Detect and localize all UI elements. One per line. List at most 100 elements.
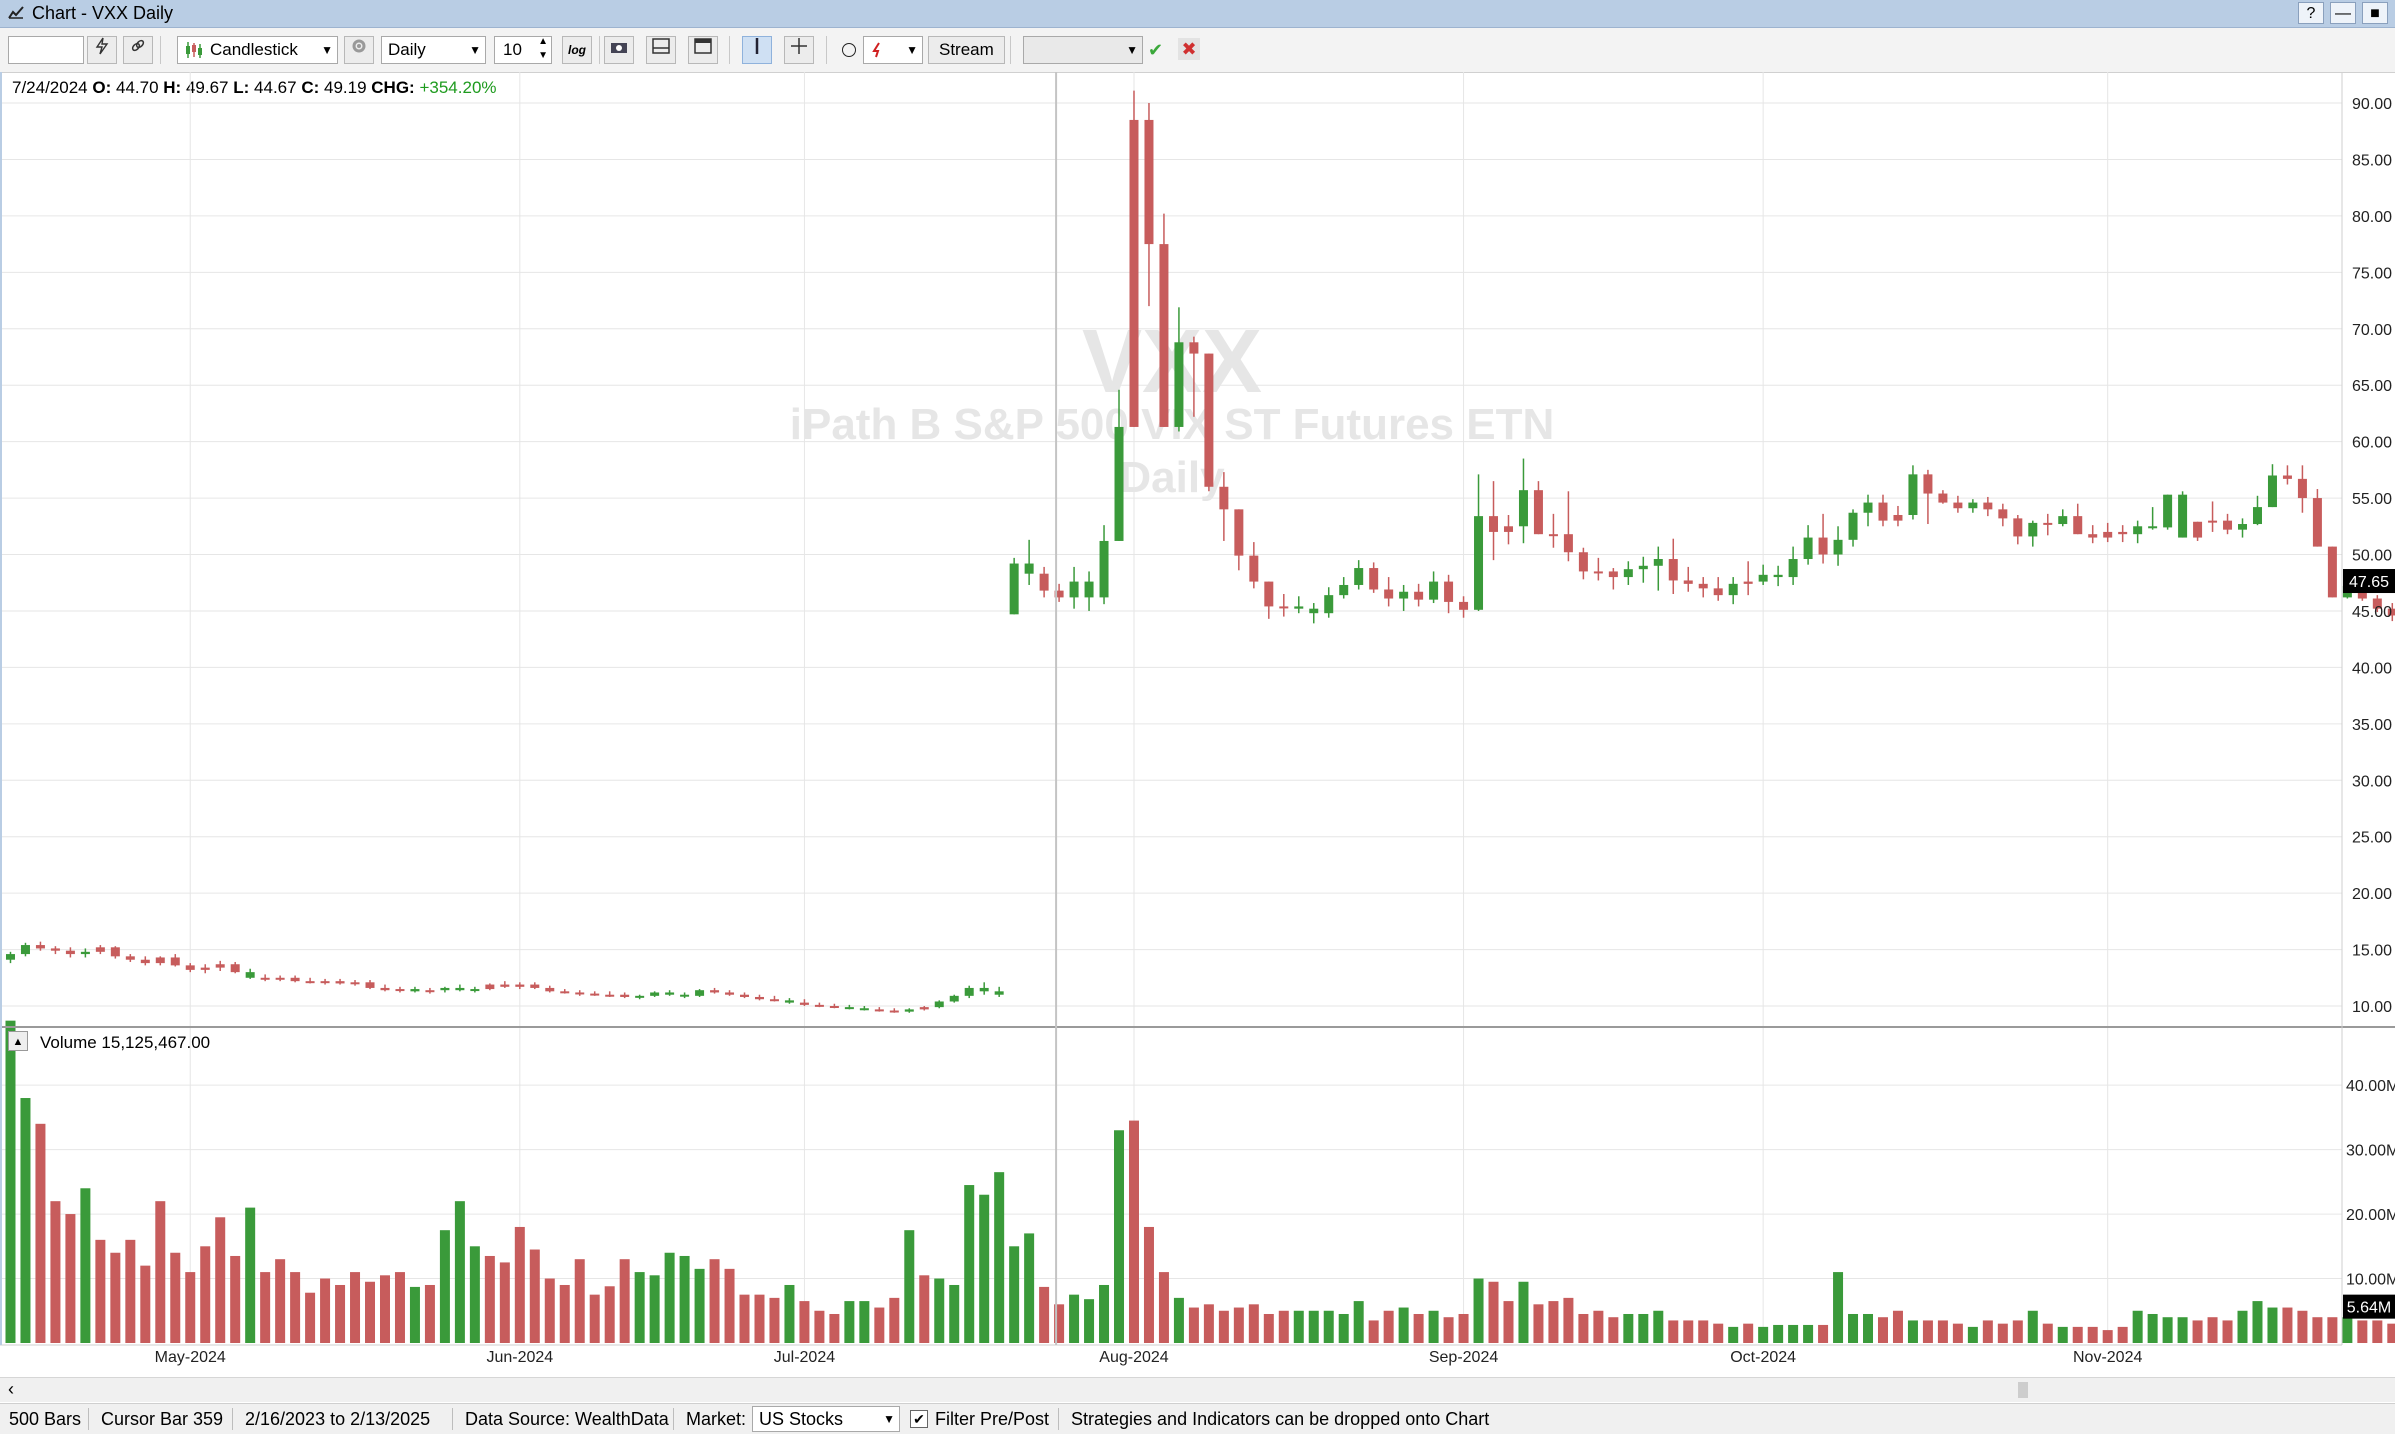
pane-layout-icon[interactable] xyxy=(646,36,676,64)
candle-body xyxy=(2148,526,2158,529)
crosshair-icon[interactable] xyxy=(784,36,814,64)
gear-icon[interactable] xyxy=(344,36,374,64)
candle-body xyxy=(1054,590,1064,598)
lightning-icon[interactable] xyxy=(87,36,117,64)
x-tick-label: May-2024 xyxy=(155,1349,226,1366)
scroll-thumb[interactable] xyxy=(2018,1382,2028,1398)
volume-bar xyxy=(1353,1301,1364,1343)
last-price-label: 47.65 xyxy=(2349,574,2389,591)
volume-bar xyxy=(604,1286,615,1343)
candle-body xyxy=(874,1009,884,1012)
volume-tick-label: 10.00M xyxy=(2346,1272,2395,1289)
candle-body xyxy=(365,982,375,988)
candle-body xyxy=(740,994,750,997)
volume-bar xyxy=(1743,1323,1754,1343)
chart-style-dropdown[interactable]: Candlestick ▼ xyxy=(177,36,338,64)
volume-bar xyxy=(245,1207,256,1343)
candle-body xyxy=(275,977,285,980)
watermark-symbol: VXX xyxy=(1082,312,1262,412)
volume-bar xyxy=(919,1275,930,1343)
help-button[interactable]: ? xyxy=(2298,2,2324,24)
horizontal-scrollbar[interactable]: ‹ xyxy=(0,1377,2395,1402)
candle-body xyxy=(1593,571,1603,574)
volume-bar xyxy=(50,1201,61,1343)
candle-body xyxy=(2163,494,2173,528)
volume-bar xyxy=(1937,1320,1948,1343)
price-chart[interactable]: VXX iPath B S&P 500 VIX ST Futures ETN D… xyxy=(0,72,2395,1377)
volume-bar xyxy=(1084,1299,1095,1343)
vertical-cursor-icon[interactable] xyxy=(742,36,772,64)
volume-bar xyxy=(215,1217,226,1343)
volume-bar xyxy=(904,1230,915,1343)
candle-body xyxy=(2297,478,2307,499)
chart-axes: 90.00 85.00 80.00 75.00 70.00 65.00 60.00 55.00… xyxy=(0,72,2395,1366)
candle-body xyxy=(1384,589,1394,599)
volume-bar xyxy=(544,1278,555,1343)
volume-bar xyxy=(1548,1301,1559,1343)
circle-drawing-icon[interactable] xyxy=(842,43,856,57)
volume-label: Volume 15,125,467.00 xyxy=(40,1033,211,1052)
candle-body xyxy=(1728,583,1738,596)
window-layout-icon[interactable] xyxy=(688,36,718,64)
candle-body xyxy=(725,992,735,995)
candle-body xyxy=(934,1001,944,1008)
volume-bar xyxy=(874,1307,885,1343)
candle-body xyxy=(1548,534,1558,537)
volume-bar xyxy=(739,1294,750,1343)
volume-bar xyxy=(1009,1246,1020,1343)
volume-bar xyxy=(1039,1286,1050,1343)
check-icon[interactable]: ✔ xyxy=(1148,40,1164,60)
candle-body xyxy=(305,981,315,984)
candle-body xyxy=(1114,426,1124,541)
bars-stepper[interactable]: 10 ▲ ▼ xyxy=(494,36,552,64)
volume-bar xyxy=(1413,1313,1424,1343)
volume-bar xyxy=(2042,1323,2053,1343)
candle-body xyxy=(65,950,75,955)
volume-bar xyxy=(2147,1313,2158,1343)
price-tick-label: 30.00 xyxy=(2352,773,2392,790)
candle-body xyxy=(1129,119,1139,427)
volume-bar xyxy=(1848,1313,1859,1343)
chevron-down-icon: ▼ xyxy=(883,1412,895,1426)
maximize-button[interactable]: ■ xyxy=(2362,2,2388,24)
candle-body xyxy=(2252,507,2262,525)
filter-checkbox[interactable]: ✔ xyxy=(910,1410,928,1428)
cursor-bar: Cursor Bar 359 xyxy=(101,1409,224,1429)
candle-body xyxy=(1024,563,1034,574)
data-source: Data Source: WealthData xyxy=(465,1409,669,1429)
candle-body xyxy=(1578,552,1588,572)
minimize-button[interactable]: — xyxy=(2330,2,2356,24)
volume-bar xyxy=(125,1239,136,1343)
camera-icon[interactable] xyxy=(604,36,634,64)
market-select[interactable]: US Stocks ▼ xyxy=(752,1406,900,1432)
volume-bar xyxy=(1803,1324,1814,1343)
log-scale-button[interactable]: log xyxy=(562,36,592,64)
volume-bar xyxy=(1907,1320,1918,1343)
strategy-dropdown[interactable]: ▼ xyxy=(1023,36,1143,64)
candle-body xyxy=(1414,591,1424,600)
volume-bar xyxy=(649,1275,660,1343)
collapse-pane-button[interactable]: ▲ xyxy=(8,1031,28,1051)
close-icon[interactable]: ✖ xyxy=(1178,38,1200,60)
scale-dropdown[interactable]: Daily ▼ xyxy=(381,36,486,64)
candle-body xyxy=(395,989,405,992)
candle-body xyxy=(680,994,690,997)
volume-bar xyxy=(859,1301,870,1343)
scroll-left-icon[interactable]: ‹ xyxy=(8,1379,14,1399)
candle-body xyxy=(1459,601,1469,610)
volume-bar xyxy=(799,1301,810,1343)
chart-toolbar: Candlestick ▼ Daily ▼ 10 ▲ ▼ log ▼ Stream… xyxy=(0,28,2395,73)
volume-bar xyxy=(2357,1320,2368,1343)
candle-body xyxy=(2013,518,2023,537)
color-picker-dropdown[interactable]: ▼ xyxy=(863,36,923,64)
volume-bar xyxy=(1503,1301,1514,1343)
volume-bar xyxy=(2132,1310,2143,1343)
candle-body xyxy=(1743,581,1753,584)
stepper-arrows-icon[interactable]: ▲ ▼ xyxy=(538,36,548,61)
candle-body xyxy=(185,965,195,970)
candle-body xyxy=(575,992,585,995)
symbol-input[interactable] xyxy=(8,36,84,64)
link-icon[interactable] xyxy=(123,36,153,64)
stream-button[interactable]: Stream xyxy=(928,36,1005,64)
candle-body xyxy=(95,947,105,952)
